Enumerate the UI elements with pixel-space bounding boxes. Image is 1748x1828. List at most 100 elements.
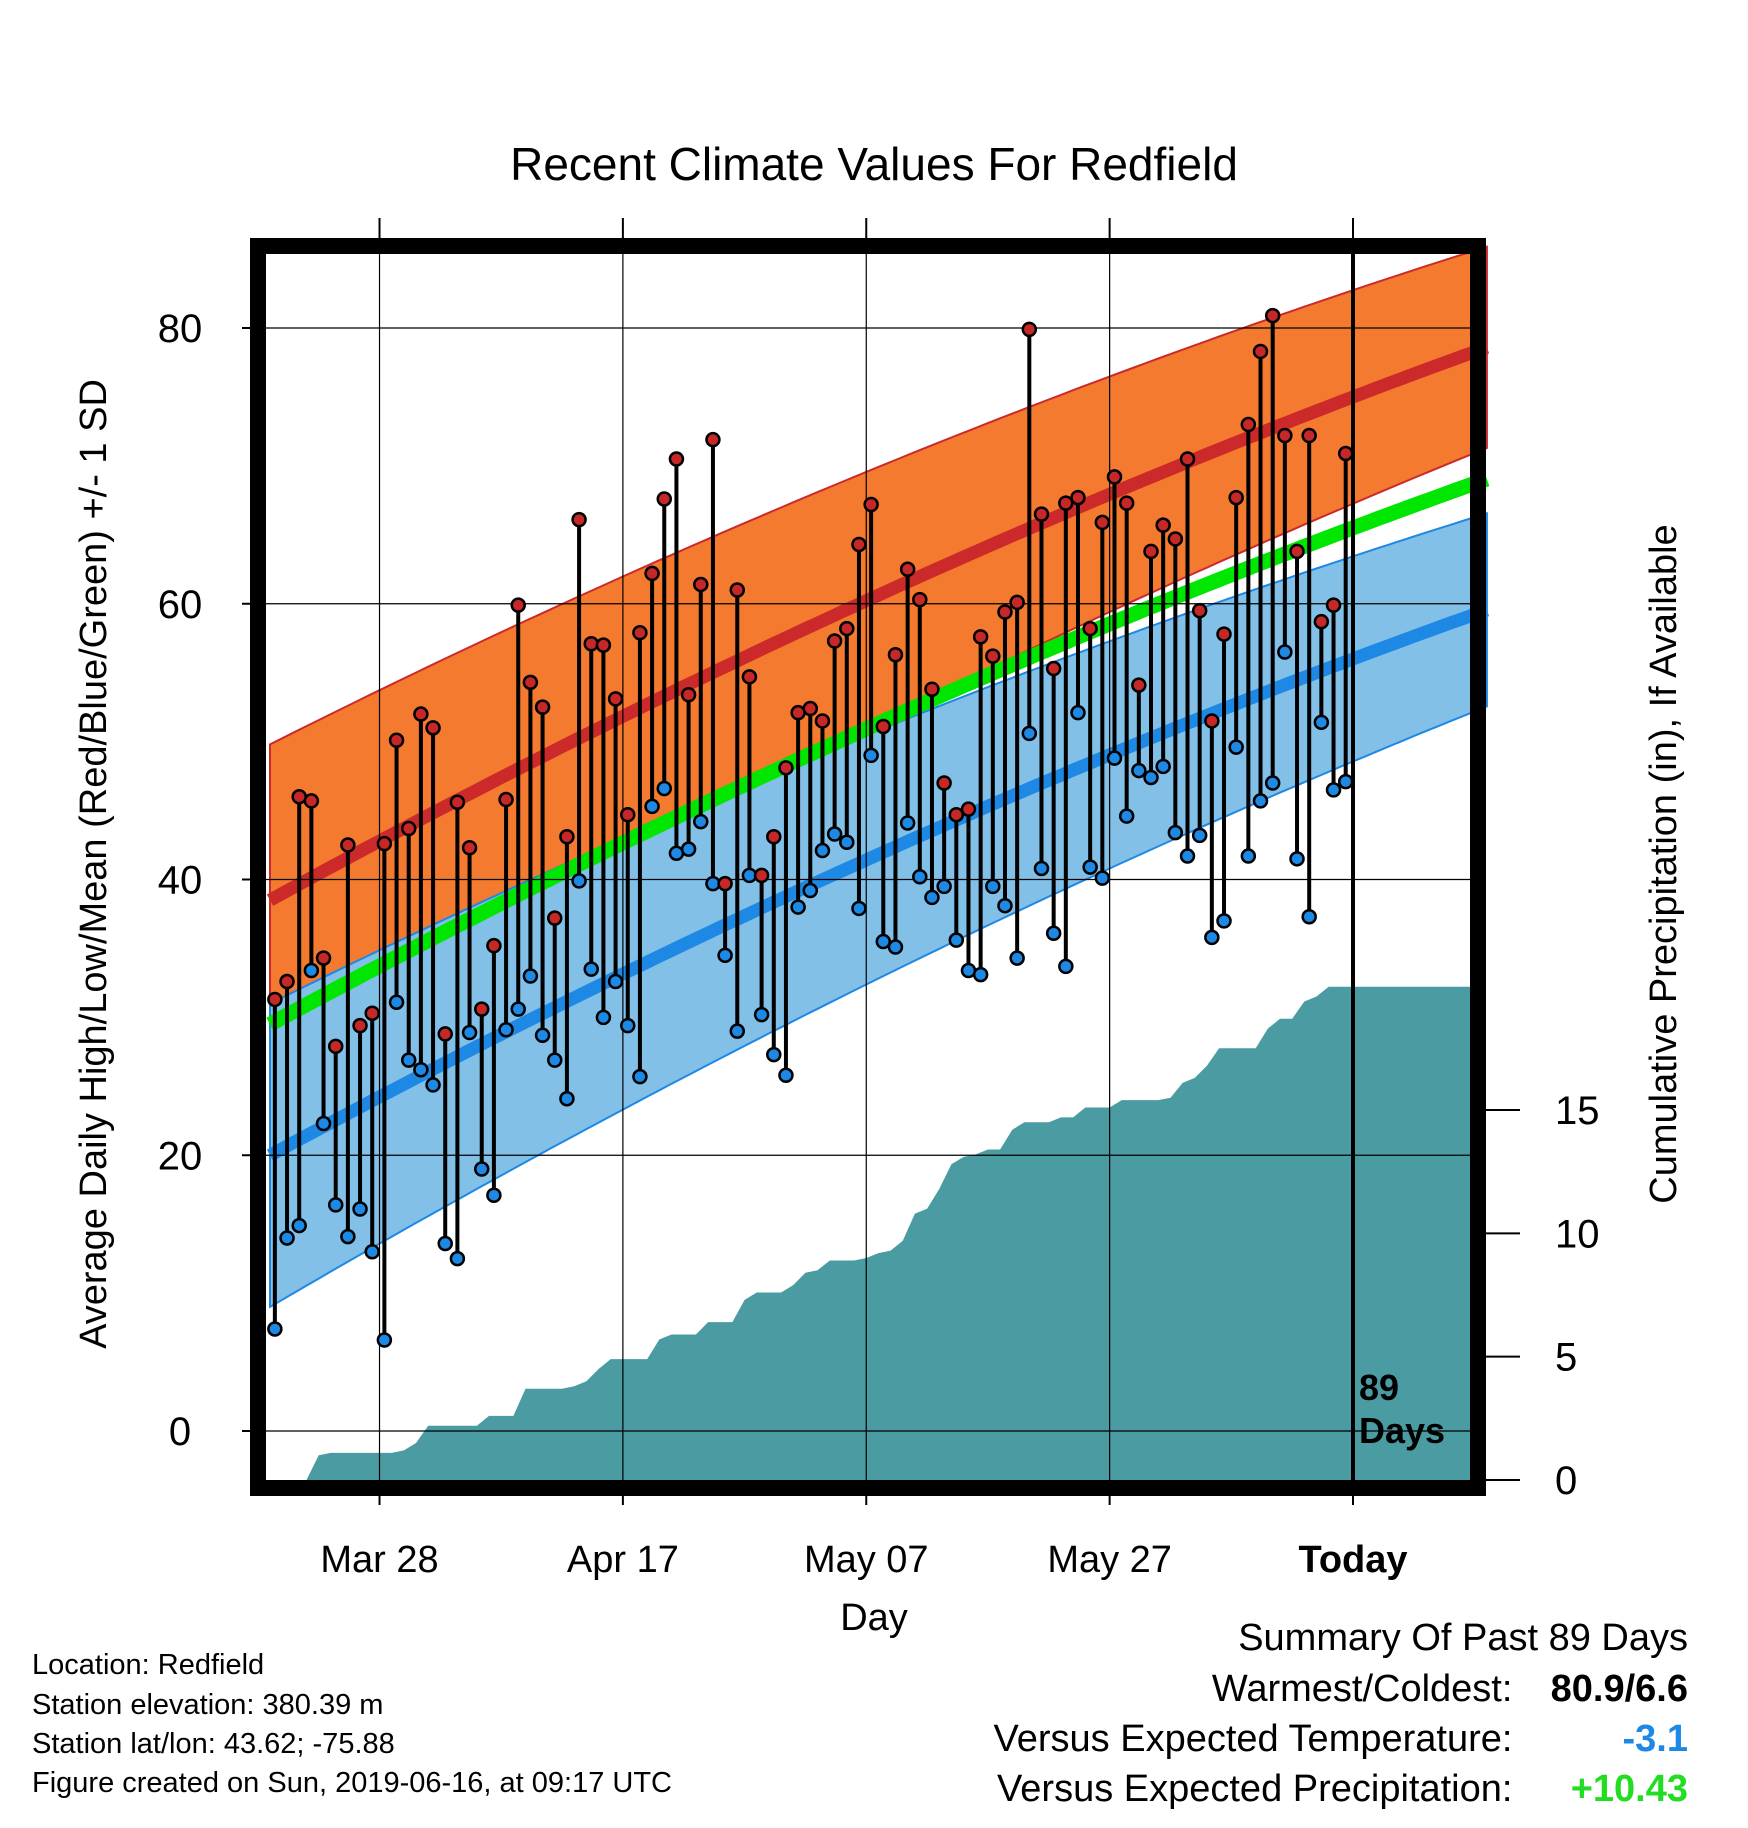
daily-low-point — [620, 1017, 636, 1034]
daily-low-point — [948, 932, 965, 948]
daily-low-point — [364, 1244, 380, 1260]
today-days-label: Days — [1359, 1410, 1445, 1451]
daily-low-point — [1033, 860, 1050, 877]
daily-high-point — [340, 837, 356, 853]
daily-high-point — [1301, 427, 1317, 444]
daily-low-point — [936, 878, 952, 895]
daily-low-point — [1167, 824, 1184, 841]
precip-area — [270, 986, 1470, 1480]
daily-low-point — [376, 1332, 393, 1348]
daily-high-point — [607, 691, 624, 707]
daily-low-point — [327, 1197, 344, 1213]
daily-low-point — [400, 1052, 417, 1068]
daily-low-point — [473, 1161, 490, 1177]
daily-high-point — [899, 561, 916, 578]
daily-high-point — [924, 681, 940, 697]
daily-high-point — [388, 732, 405, 748]
daily-low-point — [875, 933, 892, 950]
daily-low-point — [766, 1046, 782, 1063]
daily-low-point — [1058, 958, 1074, 975]
daily-high-point — [778, 760, 794, 776]
station-location: Location: Redfield — [32, 1649, 265, 1681]
daily-low-point — [729, 1023, 746, 1039]
summary-warm-cold: Warmest/Coldest: 80.9/6.6 — [1212, 1668, 1688, 1711]
daily-low-point — [680, 841, 697, 857]
daily-low-point — [632, 1068, 648, 1085]
daily-low-point — [1155, 758, 1171, 775]
daily-high-point — [510, 597, 526, 613]
daily-high-point — [620, 806, 636, 823]
x-tick-label: Today — [1298, 1539, 1407, 1581]
daily-high-point — [766, 829, 782, 845]
daily-low-point — [1045, 925, 1062, 942]
daily-low-point — [352, 1201, 368, 1217]
daily-low-point — [1313, 714, 1330, 731]
daily-high-point — [1277, 427, 1293, 444]
daily-high-point — [413, 706, 429, 722]
daily-high-point — [887, 647, 904, 663]
summary-title: Summary Of Past 89 Days — [1238, 1617, 1688, 1659]
daily-high-point — [1070, 489, 1086, 506]
daily-low-point — [814, 842, 831, 859]
daily-low-point — [1009, 950, 1025, 966]
daily-low-point — [340, 1228, 356, 1245]
daily-high-point — [972, 629, 989, 645]
temp-value: -3.1 — [1622, 1718, 1688, 1760]
daily-low-point — [1337, 773, 1354, 790]
daily-high-point — [1118, 495, 1135, 511]
daily-high-point — [705, 431, 721, 448]
daily-low-point — [522, 968, 539, 984]
daily-low-point — [449, 1250, 466, 1267]
daily-low-point — [1301, 908, 1317, 925]
daily-high-point — [997, 604, 1013, 620]
daily-low-point — [510, 1001, 526, 1017]
summary-precip: Versus Expected Precipitation: +10.43 — [997, 1768, 1688, 1811]
daily-low-point — [388, 994, 405, 1010]
daily-high-point — [875, 718, 892, 735]
station-latlon: Station lat/lon: 43.62; -75.88 — [32, 1728, 395, 1760]
daily-low-point — [1094, 870, 1111, 886]
daily-low-point — [887, 939, 904, 955]
daily-high-point — [1082, 620, 1098, 637]
daily-high-point — [486, 937, 502, 954]
daily-low-point — [1021, 725, 1038, 742]
daily-low-point — [571, 873, 587, 889]
daily-high-point — [1337, 445, 1354, 462]
daily-low-point — [546, 1052, 563, 1068]
daily-high-point — [1313, 613, 1330, 630]
y-tick-label: 40 — [158, 859, 203, 903]
normal-high-line — [266, 341, 1490, 906]
warm-cold-label: Warmest/Coldest: — [1211, 1668, 1513, 1710]
daily-high-point — [437, 1026, 453, 1042]
daily-low-point — [997, 897, 1013, 914]
daily-low-point — [1179, 848, 1196, 864]
daily-high-point — [680, 686, 697, 703]
daily-high-point — [826, 633, 843, 649]
daily-high-point — [1191, 602, 1208, 619]
daily-high-point — [473, 1001, 490, 1017]
y2-axis-label: Cumulative Precipitation (in), If Availa… — [1643, 524, 1685, 1203]
daily-high-point — [632, 624, 648, 641]
daily-high-point — [741, 669, 758, 685]
y2-tick-label: 5 — [1555, 1336, 1577, 1380]
daily-high-point — [1228, 489, 1244, 506]
daily-high-point — [1106, 469, 1123, 485]
daily-high-point — [1325, 597, 1342, 613]
daily-high-point — [595, 637, 612, 653]
daily-high-point — [839, 620, 855, 637]
daily-low-point — [863, 747, 879, 764]
daily-high-point — [1216, 626, 1232, 642]
y-tick-label: 60 — [158, 583, 203, 627]
figure-created: Figure created on Sun, 2019-06-16, at 09… — [32, 1767, 672, 1799]
daily-high-point — [668, 451, 685, 467]
daily-low-point — [498, 1022, 514, 1038]
x-axis-label: Day — [840, 1597, 908, 1639]
daily-low-point — [437, 1235, 453, 1252]
daily-low-point — [425, 1077, 441, 1093]
daily-low-point — [985, 878, 1001, 895]
daily-low-point — [1143, 769, 1159, 786]
today-count-label: 89 — [1359, 1367, 1399, 1408]
daily-low-point — [912, 868, 928, 885]
daily-high-point — [802, 700, 819, 717]
daily-high-point — [1131, 677, 1147, 693]
